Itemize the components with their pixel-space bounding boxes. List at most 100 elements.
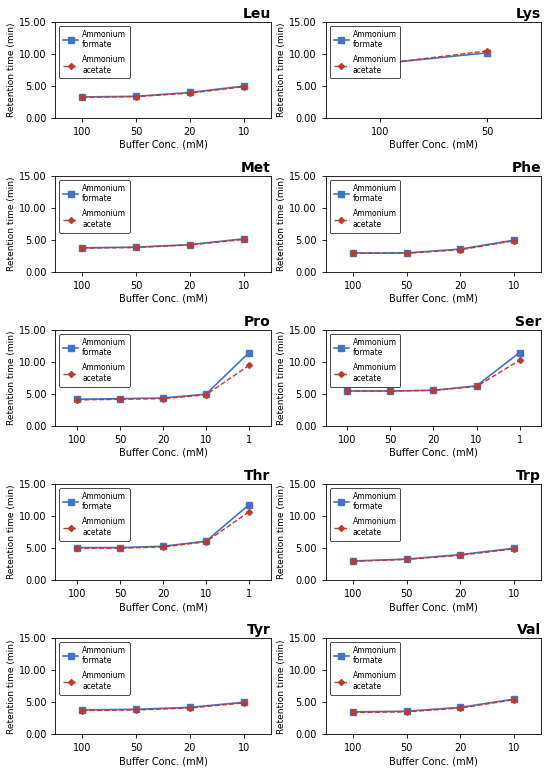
Legend: Ammonium
formate, Ammonium
acetate: Ammonium formate, Ammonium acetate	[59, 180, 130, 233]
Y-axis label: Retention time (min): Retention time (min)	[7, 177, 16, 271]
Legend: Ammonium
formate, Ammonium
acetate: Ammonium formate, Ammonium acetate	[330, 180, 401, 233]
Ammonium
formate	[186, 240, 193, 249]
Ammonium
formate	[457, 550, 464, 559]
X-axis label: Buffer Conc. (mM): Buffer Conc. (mM)	[389, 294, 478, 304]
X-axis label: Buffer Conc. (mM): Buffer Conc. (mM)	[389, 602, 478, 612]
Ammonium
acetate	[457, 550, 464, 560]
Text: Thr: Thr	[244, 469, 271, 483]
Y-axis label: Retention time (min): Retention time (min)	[277, 23, 287, 117]
Ammonium
formate	[516, 348, 523, 357]
Ammonium
acetate	[403, 707, 410, 717]
Ammonium
formate	[186, 703, 193, 712]
Ammonium
formate	[159, 542, 166, 551]
Ammonium
acetate	[344, 386, 351, 396]
Ammonium
formate	[344, 386, 351, 396]
Ammonium
acetate	[403, 249, 410, 258]
Ammonium
formate	[511, 694, 517, 703]
Line: Ammonium
acetate: Ammonium acetate	[345, 358, 522, 393]
Text: Met: Met	[241, 161, 271, 175]
Ammonium
acetate	[430, 386, 437, 395]
Ammonium
formate	[457, 244, 464, 254]
Ammonium
formate	[350, 557, 356, 566]
Y-axis label: Retention time (min): Retention time (min)	[277, 639, 287, 734]
Line: Ammonium
acetate: Ammonium acetate	[378, 49, 489, 66]
Line: Ammonium
acetate: Ammonium acetate	[80, 237, 246, 250]
Ammonium
acetate	[79, 706, 85, 715]
Ammonium
acetate	[203, 390, 209, 400]
Line: Ammonium
formate: Ammonium formate	[345, 350, 522, 393]
Ammonium
acetate	[79, 243, 85, 253]
Text: Lys: Lys	[516, 7, 541, 21]
Ammonium
formate	[246, 500, 252, 509]
Text: Tyr: Tyr	[247, 623, 271, 637]
Ammonium
acetate	[516, 356, 523, 365]
Ammonium
acetate	[457, 703, 464, 713]
Ammonium
acetate	[403, 555, 410, 564]
Y-axis label: Retention time (min): Retention time (min)	[277, 177, 287, 271]
Ammonium
acetate	[79, 93, 85, 102]
Text: Val: Val	[517, 623, 541, 637]
Text: Phe: Phe	[511, 161, 541, 175]
Ammonium
acetate	[133, 705, 139, 714]
Ammonium
formate	[511, 236, 517, 245]
Ammonium
formate	[203, 536, 209, 546]
Text: Ser: Ser	[515, 315, 541, 329]
Legend: Ammonium
formate, Ammonium
acetate: Ammonium formate, Ammonium acetate	[59, 642, 130, 695]
Y-axis label: Retention time (min): Retention time (min)	[7, 331, 16, 425]
Ammonium
acetate	[186, 703, 193, 713]
Text: Pro: Pro	[244, 315, 271, 329]
Ammonium
acetate	[241, 235, 247, 244]
Ammonium
formate	[403, 248, 410, 257]
Ammonium
acetate	[159, 543, 166, 552]
Ammonium
acetate	[73, 543, 80, 553]
Ammonium
acetate	[376, 60, 383, 69]
Ammonium
formate	[484, 48, 490, 57]
Legend: Ammonium
formate, Ammonium
acetate: Ammonium formate, Ammonium acetate	[330, 334, 401, 386]
Y-axis label: Retention time (min): Retention time (min)	[277, 485, 287, 580]
Legend: Ammonium
formate, Ammonium
acetate: Ammonium formate, Ammonium acetate	[59, 334, 130, 386]
Y-axis label: Retention time (min): Retention time (min)	[7, 485, 16, 580]
Ammonium
formate	[350, 707, 356, 717]
Ammonium
formate	[73, 395, 80, 404]
Ammonium
acetate	[186, 88, 193, 97]
Ammonium
formate	[241, 234, 247, 243]
Legend: Ammonium
formate, Ammonium
acetate: Ammonium formate, Ammonium acetate	[330, 26, 401, 79]
Text: Trp: Trp	[516, 469, 541, 483]
Ammonium
formate	[511, 543, 517, 553]
Legend: Ammonium
formate, Ammonium
acetate: Ammonium formate, Ammonium acetate	[330, 488, 401, 540]
Ammonium
formate	[403, 554, 410, 564]
Ammonium
acetate	[159, 394, 166, 404]
Ammonium
acetate	[457, 245, 464, 254]
Ammonium
formate	[186, 88, 193, 97]
X-axis label: Buffer Conc. (mM): Buffer Conc. (mM)	[118, 756, 207, 766]
Line: Ammonium
formate: Ammonium formate	[350, 546, 517, 564]
Line: Ammonium
formate: Ammonium formate	[74, 502, 252, 550]
Ammonium
acetate	[203, 537, 209, 547]
Ammonium
acetate	[246, 507, 252, 516]
Ammonium
formate	[350, 248, 356, 257]
Ammonium
formate	[457, 703, 464, 712]
X-axis label: Buffer Conc. (mM): Buffer Conc. (mM)	[118, 294, 207, 304]
Ammonium
acetate	[133, 243, 139, 252]
X-axis label: Buffer Conc. (mM): Buffer Conc. (mM)	[389, 140, 478, 150]
Line: Ammonium
formate: Ammonium formate	[79, 236, 247, 250]
Line: Ammonium
acetate: Ammonium acetate	[75, 363, 251, 402]
Line: Ammonium
acetate: Ammonium acetate	[80, 84, 246, 100]
Ammonium
formate	[241, 81, 247, 90]
Line: Ammonium
formate: Ammonium formate	[350, 696, 517, 714]
X-axis label: Buffer Conc. (mM): Buffer Conc. (mM)	[118, 448, 207, 458]
Ammonium
acetate	[241, 698, 247, 707]
Line: Ammonium
formate: Ammonium formate	[74, 350, 252, 402]
Legend: Ammonium
formate, Ammonium
acetate: Ammonium formate, Ammonium acetate	[330, 642, 401, 695]
Ammonium
acetate	[246, 361, 252, 370]
Y-axis label: Retention time (min): Retention time (min)	[7, 639, 16, 734]
Line: Ammonium
acetate: Ammonium acetate	[80, 701, 246, 713]
X-axis label: Buffer Conc. (mM): Buffer Conc. (mM)	[389, 448, 478, 458]
Line: Ammonium
acetate: Ammonium acetate	[351, 239, 516, 255]
Y-axis label: Retention time (min): Retention time (min)	[7, 23, 16, 117]
Legend: Ammonium
formate, Ammonium
acetate: Ammonium formate, Ammonium acetate	[59, 488, 130, 540]
Ammonium
formate	[79, 705, 85, 714]
Line: Ammonium
formate: Ammonium formate	[79, 700, 247, 713]
Ammonium
formate	[159, 393, 166, 403]
Ammonium
formate	[241, 697, 247, 707]
